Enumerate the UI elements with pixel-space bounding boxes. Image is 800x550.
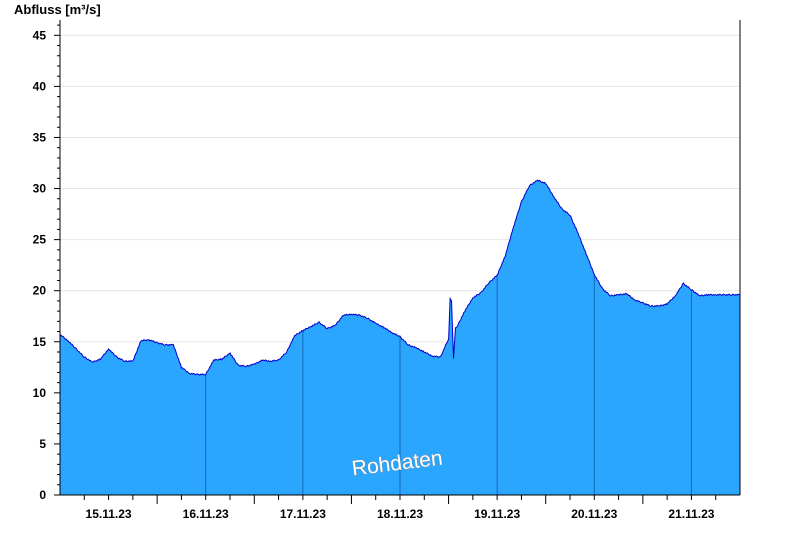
y-tick-label: 30 xyxy=(33,182,47,196)
y-tick-label: 25 xyxy=(33,233,47,247)
x-axis-ticks: 15.11.23 16.11.23 17.11.23 18.11.23 19.11.23… xyxy=(83,495,717,521)
y-tick-label: 0 xyxy=(39,488,46,502)
y-tick-label: 35 xyxy=(33,130,47,144)
x-tick-label: 19.11.23 xyxy=(474,507,520,521)
discharge-line xyxy=(59,179,740,376)
x-tick-label: 21.11.23 xyxy=(668,507,714,521)
y-tick-label: 10 xyxy=(33,386,47,400)
x-tick-label: 16.11.23 xyxy=(183,507,229,521)
day-separators xyxy=(205,274,692,495)
y-tick-label: 15 xyxy=(33,335,47,349)
y-tick-label: 40 xyxy=(33,79,47,93)
y-tick-label: 5 xyxy=(39,437,46,451)
x-tick-label: 15.11.23 xyxy=(86,507,132,521)
x-tick-label: 18.11.23 xyxy=(377,507,423,521)
x-tick-label: 17.11.23 xyxy=(280,507,326,521)
y-axis-ticks: 0 5 10 15 20 25 30 35 40 45 xyxy=(33,24,60,502)
y-tick-label: 45 xyxy=(33,28,47,42)
y-tick-label: 20 xyxy=(33,284,47,298)
x-tick-label: 20.11.23 xyxy=(571,507,617,521)
y-axis-title: Abfluss [m³/s] xyxy=(14,2,101,17)
